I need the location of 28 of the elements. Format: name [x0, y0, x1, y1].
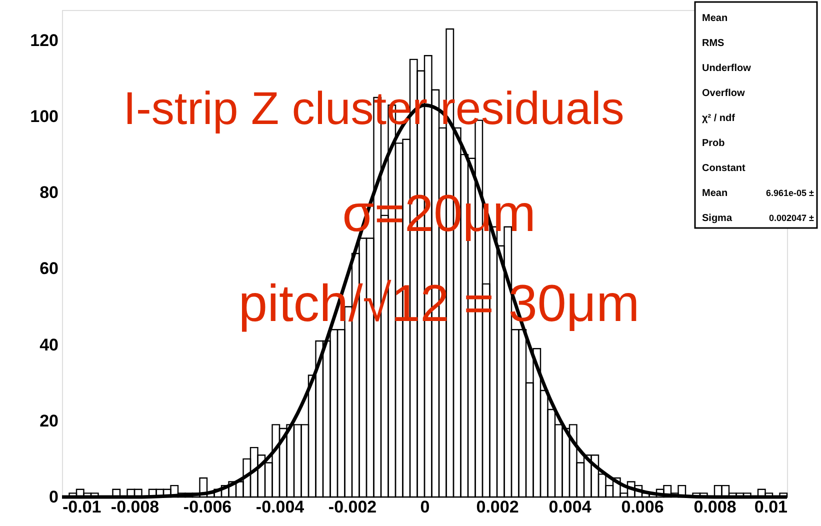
x-tick-label: 0.004	[548, 498, 592, 516]
y-tick-label: 120	[30, 30, 58, 50]
x-tick-label: 0.008	[694, 498, 736, 516]
annotation: Constant	[702, 163, 746, 174]
x-tick-label: -0.01	[62, 498, 102, 516]
annotation: χ² / ndf	[702, 113, 736, 124]
x-tick-label: 0.002	[476, 498, 519, 516]
y-tick-label: 20	[40, 411, 58, 430]
y-tick-label: 80	[40, 183, 58, 202]
annotation: Mean	[702, 13, 728, 24]
y-tick-label: 100	[30, 107, 58, 126]
annotation: Overflow	[702, 88, 746, 99]
annotation: 6.961e-05 ±	[766, 188, 814, 198]
x-tick-label: -0.006	[183, 498, 232, 516]
y-tick-label: 60	[40, 259, 58, 278]
x-tick-label: -0.008	[110, 498, 160, 516]
x-tick-label: 0.01	[754, 498, 788, 516]
annotation: Underflow	[702, 63, 752, 74]
annotation: RMS	[702, 38, 725, 49]
annotation: Prob	[702, 138, 725, 149]
annotation: Sigma	[702, 213, 732, 224]
x-tick-label: 0.006	[621, 498, 664, 516]
x-tick-label: 0	[420, 498, 430, 516]
x-tick-label: -0.004	[256, 498, 305, 516]
x-tick-label: -0.002	[328, 498, 377, 516]
y-tick-label: 40	[40, 335, 58, 354]
annotation: Mean	[702, 188, 728, 199]
annotation: 0.002047 ±	[769, 213, 814, 223]
